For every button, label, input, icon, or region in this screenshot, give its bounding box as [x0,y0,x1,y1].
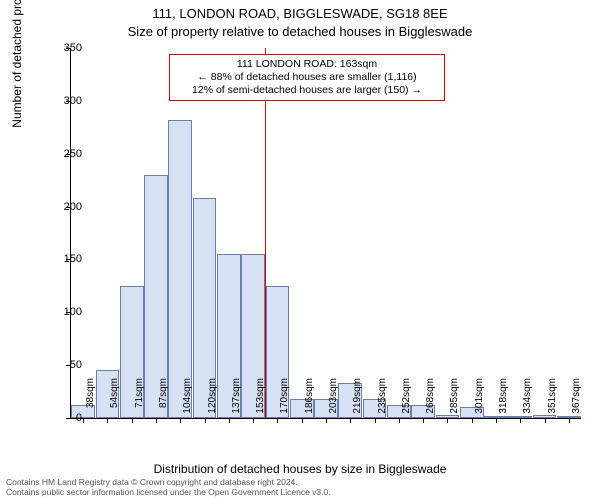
xtick-mark [399,418,400,423]
histogram-bar [168,120,192,418]
xtick-mark [132,418,133,423]
xtick-label: 153sqm [255,378,266,428]
xtick-label: 301sqm [474,378,485,428]
xtick-label: 252sqm [401,378,412,428]
xtick-label: 334sqm [522,378,533,428]
xtick-label: 203sqm [328,378,339,428]
xtick-mark [229,418,230,423]
xtick-mark [326,418,327,423]
xtick-label: 170sqm [279,378,290,428]
xtick-mark [83,418,84,423]
annotation-line3: 12% of semi-detached houses are larger (… [176,84,438,97]
xtick-mark [472,418,473,423]
ytick-label: 350 [42,42,82,54]
xtick-label: 186sqm [304,378,315,428]
chart-title-line1: 111, LONDON ROAD, BIGGLESWADE, SG18 8EE [0,6,600,21]
xtick-mark [423,418,424,423]
xtick-mark [545,418,546,423]
xtick-mark [375,418,376,423]
xtick-label: 268sqm [425,378,436,428]
annotation-line2: ← 88% of detached houses are smaller (1,… [176,71,438,84]
xtick-label: 235sqm [377,378,388,428]
xtick-mark [496,418,497,423]
ytick-label: 250 [42,148,82,160]
xtick-label: 137sqm [231,378,242,428]
xtick-label: 71sqm [134,378,145,428]
xtick-label: 285sqm [449,378,460,428]
ytick-label: 100 [42,306,82,318]
y-axis-label: Number of detached properties [10,0,24,230]
ytick-label: 150 [42,253,82,265]
annotation-box: 111 LONDON ROAD: 163sqm ← 88% of detache… [169,54,445,101]
xtick-label: 104sqm [182,378,193,428]
attribution-line2: Contains public sector information licen… [6,488,331,498]
ytick-label: 50 [42,359,82,371]
xtick-mark [156,418,157,423]
plot-area: 111 LONDON ROAD: 163sqm ← 88% of detache… [70,48,581,419]
ytick-label: 200 [42,201,82,213]
xtick-mark [253,418,254,423]
ytick-label: 300 [42,95,82,107]
xtick-label: 38sqm [85,378,96,428]
xtick-mark [302,418,303,423]
xtick-label: 367sqm [571,378,582,428]
xtick-label: 87sqm [158,378,169,428]
xtick-label: 351sqm [547,378,558,428]
xtick-label: 54sqm [109,378,120,428]
xtick-label: 318sqm [498,378,509,428]
xtick-label: 219sqm [352,378,363,428]
xtick-label: 120sqm [207,378,218,428]
xtick-mark [569,418,570,423]
annotation-line1: 111 LONDON ROAD: 163sqm [176,58,438,71]
x-axis-label: Distribution of detached houses by size … [0,462,600,476]
ytick-label: 0 [42,412,82,424]
chart-title-line2: Size of property relative to detached ho… [0,24,600,39]
attribution: Contains HM Land Registry data © Crown c… [6,478,331,498]
xtick-mark [205,418,206,423]
chart-container: 111, LONDON ROAD, BIGGLESWADE, SG18 8EE … [0,0,600,500]
